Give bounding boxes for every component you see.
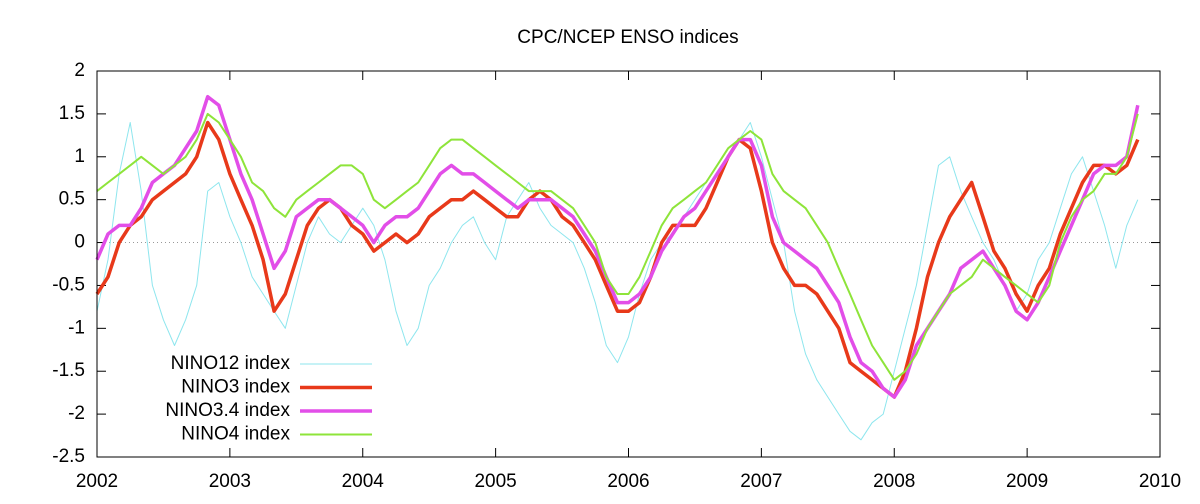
legend-label: NINO4 index (181, 424, 290, 445)
x-tick-label: 2002 (76, 471, 118, 492)
series-line (95, 120, 1140, 399)
y-tick-label: -1.5 (52, 360, 85, 381)
x-tick-label: 2006 (607, 471, 649, 492)
plot-frame (96, 70, 1161, 458)
y-tick-label: 1.5 (59, 103, 85, 124)
x-tick-label: 2008 (873, 471, 915, 492)
x-tick-label: 2007 (740, 471, 782, 492)
chart-title: CPC/NCEP ENSO indices (517, 27, 738, 48)
y-tick-label: -2.5 (52, 446, 85, 467)
series-line (95, 94, 1140, 399)
series-line (96, 112, 1139, 381)
y-tick-label: 2 (74, 60, 85, 81)
y-tick-label: 1 (74, 146, 85, 167)
x-tick-label: 2003 (209, 471, 251, 492)
y-tick-label: 0 (74, 232, 85, 253)
y-tick-label: -2 (68, 403, 85, 424)
x-tick-label: 2004 (342, 471, 385, 492)
y-tick-label: 0.5 (59, 189, 85, 210)
y-tick-label: -0.5 (52, 274, 85, 295)
x-tick-label: 2010 (1139, 471, 1181, 492)
y-tick-label: -1 (68, 317, 85, 338)
x-tick-label: 2005 (474, 471, 516, 492)
x-tick-label: 2009 (1006, 471, 1048, 492)
legend-label: NINO3.4 index (165, 400, 290, 421)
series-line (96, 122, 1139, 441)
legend-label: NINO3 index (181, 377, 290, 398)
legend-label: NINO12 index (171, 353, 291, 374)
